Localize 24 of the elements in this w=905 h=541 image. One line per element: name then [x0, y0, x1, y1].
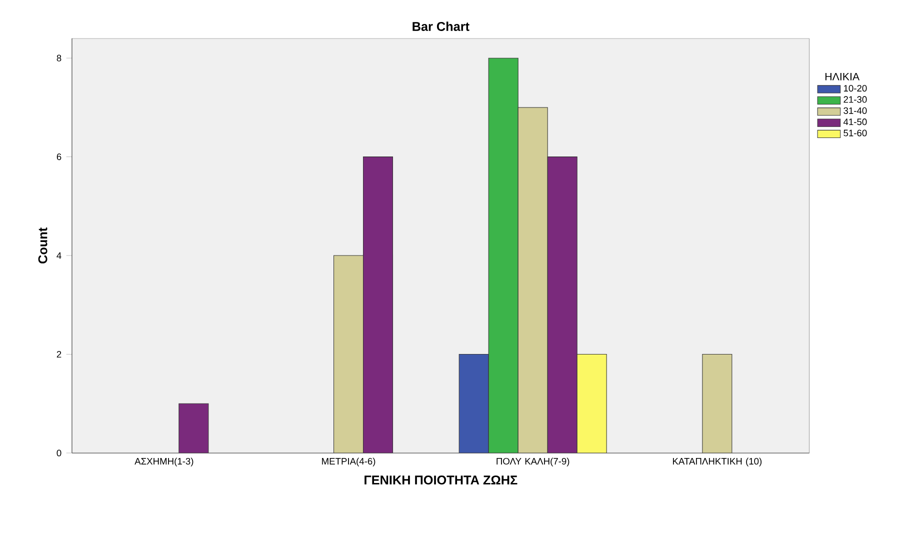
y-tick-label: 2	[56, 351, 62, 358]
bar	[518, 107, 548, 453]
legend-label: 51-60	[844, 130, 867, 136]
x-tick-label: ΑΣΧΗΜΗ(1-3)	[134, 458, 194, 466]
legend-label: 31-40	[844, 107, 867, 114]
y-tick-label: 6	[56, 154, 62, 160]
y-axis-title: Count	[38, 228, 48, 264]
bar	[333, 255, 364, 453]
bar	[178, 403, 209, 453]
y-tick-label: 0	[56, 450, 62, 456]
y-tick-label: 8	[56, 54, 62, 62]
bar	[702, 354, 732, 453]
bar	[362, 156, 394, 453]
legend-label: 10-20	[844, 84, 867, 92]
legend-label: 41-50	[843, 118, 867, 126]
bar	[547, 156, 578, 453]
y-tick-label: 4	[56, 252, 62, 259]
legend-title: ΗΛΙΚΙΑ	[825, 72, 860, 80]
x-tick-label: ΜΕΤΡΙΑ(4-6)	[322, 458, 376, 466]
x-tick-label: ΚΑΤΑΠΛΗΚΤΙΚΗ (10)	[672, 458, 762, 466]
legend-label: 21-30	[844, 96, 867, 103]
x-tick-label: ΠΟΛΥ ΚΑΛΗ(7-9)	[496, 458, 570, 466]
chart-title: Bar Chart	[412, 22, 470, 31]
x-axis-title: ΓΕΝΙΚΗ ΠΟΙΟΤΗΤΑ ΖΩΗΣ	[364, 476, 518, 485]
